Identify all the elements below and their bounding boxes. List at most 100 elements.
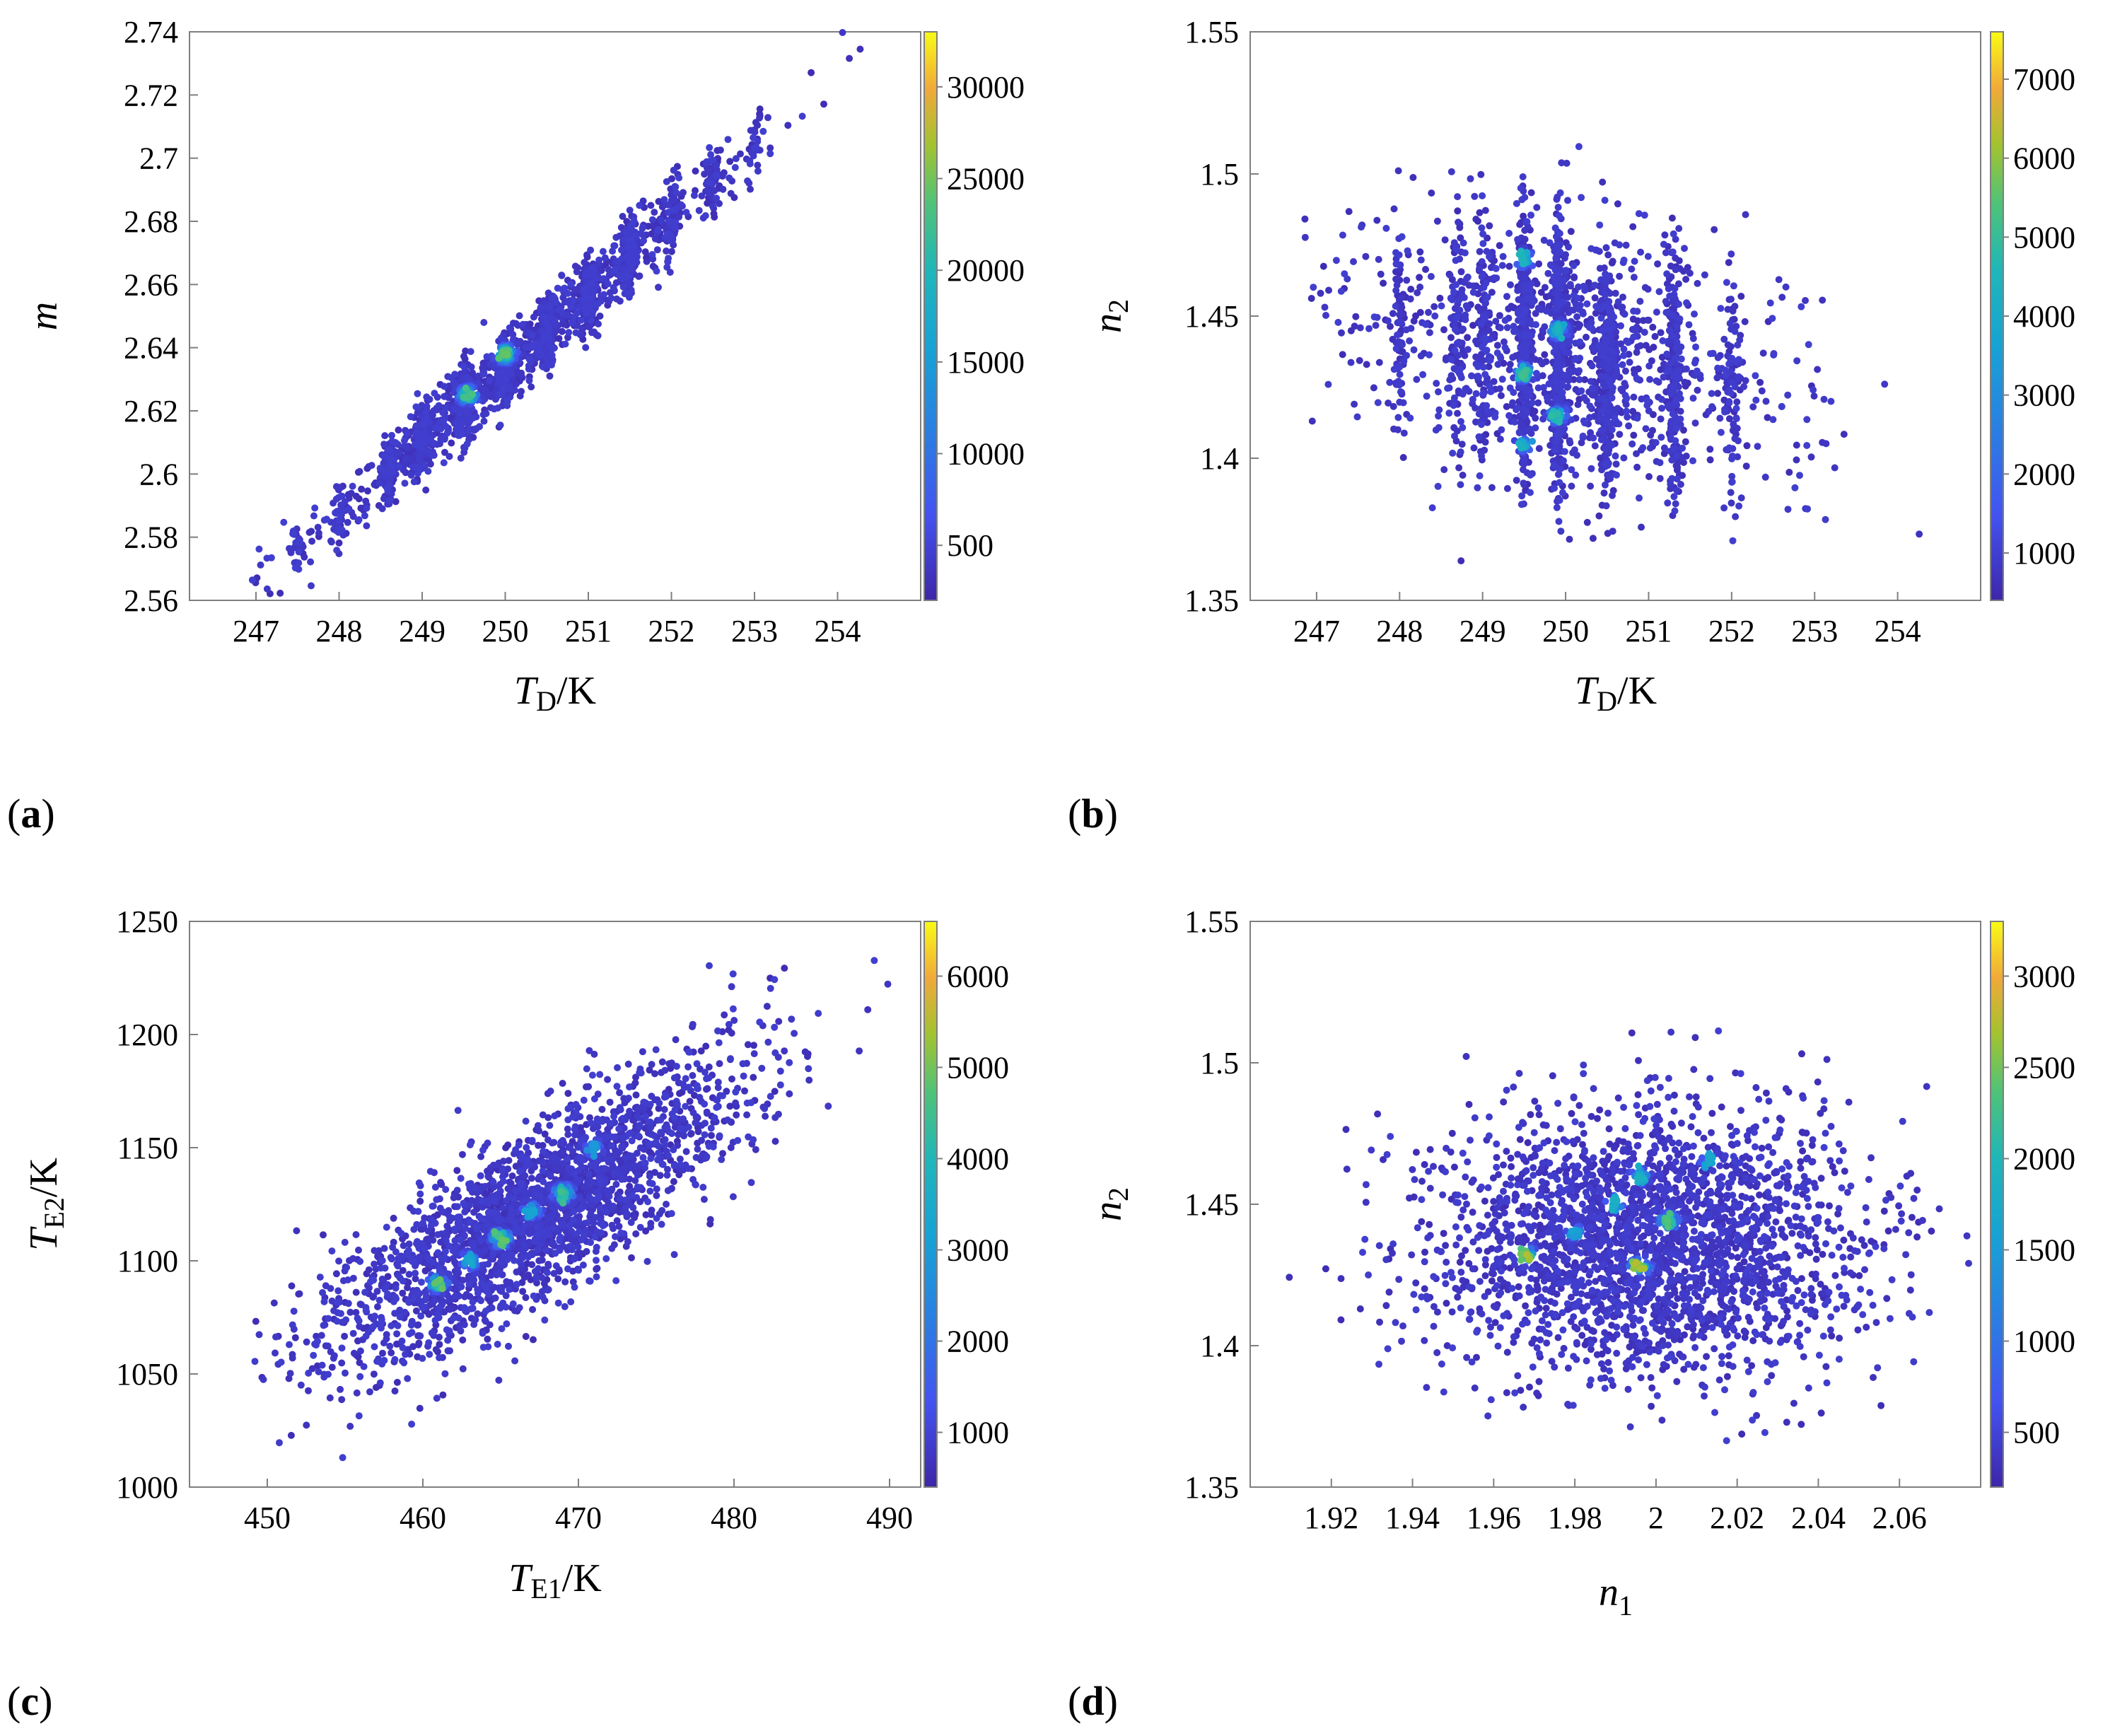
scatter-point — [1541, 284, 1549, 291]
scatter-point — [1399, 399, 1407, 407]
colorbar-a — [924, 31, 938, 601]
scatter-point — [1347, 359, 1355, 366]
x-tick-label: 252 — [648, 614, 695, 648]
scatter-point — [710, 210, 718, 218]
scatter-point — [1720, 504, 1728, 512]
scatter-point — [1625, 422, 1633, 430]
scatter-point — [1583, 300, 1591, 308]
scatter-point — [484, 390, 492, 398]
scatter-point — [305, 528, 313, 536]
scatter-point — [429, 451, 437, 459]
scatter-point — [1645, 316, 1653, 324]
scatter-point — [450, 379, 458, 386]
scatter-point — [1459, 424, 1467, 431]
scatter-point — [1341, 270, 1348, 278]
scatter-point — [469, 369, 477, 377]
scatter-point — [364, 487, 371, 495]
scatter-point — [1728, 478, 1736, 486]
scatter-point — [430, 407, 438, 414]
scatter-point — [1618, 304, 1626, 312]
scatter-point — [1677, 415, 1684, 423]
scatter-point — [1617, 322, 1624, 330]
scatter-point — [1517, 501, 1525, 508]
scatter-point — [1307, 295, 1315, 302]
scatter-point — [747, 185, 754, 193]
scatter-point — [1791, 484, 1799, 491]
scatter-point — [1551, 446, 1559, 454]
scatter-point — [1527, 489, 1534, 496]
scatter-point — [1616, 241, 1624, 249]
scatter-point — [651, 235, 659, 243]
scatter-point — [1446, 272, 1454, 279]
colorbar-tick-label: 20000 — [947, 253, 1025, 288]
scatter-point — [1657, 415, 1665, 423]
scatter-point — [1529, 298, 1537, 306]
scatter-point — [460, 363, 467, 370]
scatter-point — [1501, 317, 1509, 325]
scatter-point — [1671, 285, 1679, 293]
scatter-point — [1478, 273, 1486, 281]
scatter-point — [1453, 314, 1461, 322]
scatter-point — [1462, 316, 1469, 324]
scatter-point — [1727, 250, 1735, 258]
scatter-point — [1601, 460, 1609, 467]
scatter-point — [1557, 528, 1565, 535]
scatter-point — [407, 413, 414, 421]
scatter-point — [630, 217, 638, 225]
scatter-point — [1675, 301, 1682, 308]
y-tick-label: 2.66 — [124, 267, 178, 302]
scatter-point — [1810, 386, 1817, 394]
scatter-point — [706, 144, 713, 151]
scatter-point — [1647, 431, 1655, 439]
scatter-point — [541, 333, 549, 341]
scatter-point — [1660, 373, 1667, 381]
scatter-point — [1558, 159, 1566, 167]
scatter-point — [636, 230, 644, 238]
scatter-point — [1706, 350, 1714, 358]
scatter-point — [400, 437, 408, 444]
scatter-point — [1732, 404, 1740, 412]
scatter-point — [1614, 200, 1621, 208]
y-tick-label: 2.6 — [139, 457, 178, 491]
scatter-point — [506, 324, 513, 332]
scatter-point — [465, 426, 472, 434]
scatter-point — [630, 242, 638, 250]
scatter-point — [419, 420, 426, 428]
scatter-point — [1459, 325, 1467, 333]
scatter-point — [386, 497, 394, 505]
scatter-point — [1631, 327, 1639, 334]
scatter-point — [1472, 216, 1480, 223]
scatter-point — [1591, 294, 1599, 302]
scatter-point — [1478, 452, 1486, 460]
y-tick-label: 2.72 — [124, 78, 178, 112]
scatter-point — [518, 388, 525, 395]
scatter-point — [595, 256, 603, 264]
scatter-point — [1620, 454, 1628, 462]
scatter-point — [808, 69, 815, 76]
scatter-point — [1613, 471, 1620, 479]
scatter-point — [1365, 325, 1373, 332]
scatter-point — [1778, 402, 1785, 410]
scatter-point — [561, 340, 569, 348]
scatter-point — [1456, 306, 1464, 314]
scatter-point — [1689, 457, 1696, 465]
scatter-point — [647, 202, 655, 209]
scatter-point — [1629, 223, 1637, 231]
scatter-point — [1601, 197, 1609, 204]
scatter-point — [1554, 204, 1562, 211]
scatter-point — [441, 392, 448, 400]
scatter-point — [1398, 310, 1406, 318]
scatter-point — [414, 464, 422, 472]
scatter-point — [1527, 189, 1535, 197]
scatter-point — [476, 423, 484, 431]
scatter-point — [421, 438, 429, 446]
scatter-point — [1358, 223, 1365, 231]
scatter-point — [1630, 333, 1638, 341]
scatter-point — [587, 246, 595, 254]
scatter-point — [1422, 320, 1430, 328]
scatter-point — [1486, 222, 1493, 230]
scatter-point — [1532, 414, 1539, 422]
scatter-point — [383, 484, 391, 492]
scatter-point — [1533, 204, 1541, 211]
scatter-point — [617, 246, 625, 254]
